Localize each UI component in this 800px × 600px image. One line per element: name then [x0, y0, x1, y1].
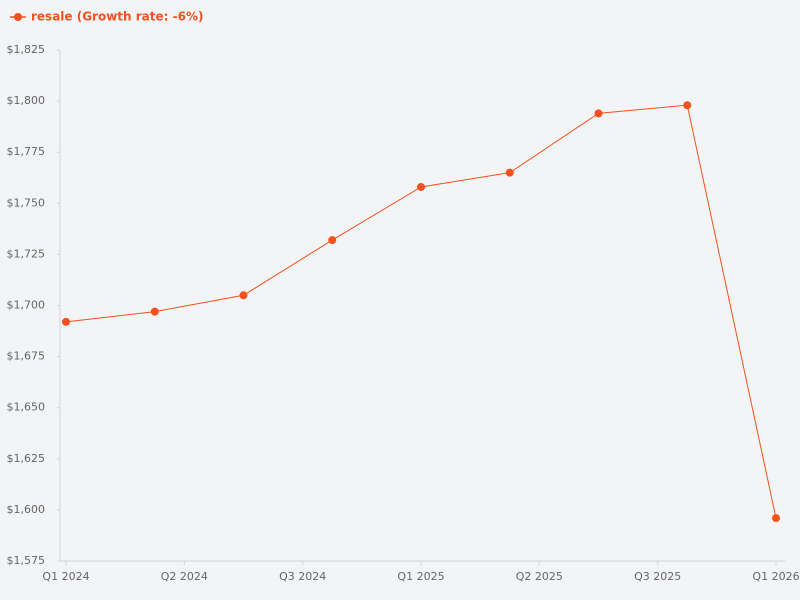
point	[594, 109, 603, 118]
point	[150, 307, 159, 316]
y-tick-label: $1,700	[7, 299, 46, 312]
y-tick-label: $1,575	[7, 554, 46, 567]
y-tick-label: $1,775	[7, 145, 46, 158]
legend-label: resale (Growth rate: -6%)	[31, 10, 203, 24]
y-tick-label: $1,675	[7, 350, 46, 363]
legend-marker	[14, 13, 22, 21]
point	[683, 101, 692, 110]
y-tick-label: $1,800	[7, 94, 46, 107]
x-tick-label: Q1 2024	[42, 570, 89, 583]
point	[505, 168, 514, 177]
y-tick-label: $1,825	[7, 43, 46, 56]
y-tick-label: $1,600	[7, 503, 46, 516]
y-tick-label: $1,750	[7, 196, 46, 209]
x-tick-label: Q1 2026	[752, 570, 799, 583]
x-tick-label: Q2 2024	[161, 570, 208, 583]
point	[62, 317, 70, 326]
x-tick-label: Q3 2025	[634, 570, 681, 583]
point	[328, 236, 337, 245]
point	[239, 291, 248, 300]
x-tick-label: Q1 2025	[397, 570, 444, 583]
y-tick-label: $1,725	[7, 247, 46, 260]
y-tick-label: $1,625	[7, 452, 46, 465]
point	[772, 514, 780, 523]
x-tick-label: Q2 2025	[516, 570, 563, 583]
x-tick-label: Q3 2024	[279, 570, 326, 583]
point	[417, 182, 425, 191]
y-tick-label: $1,650	[7, 401, 46, 414]
